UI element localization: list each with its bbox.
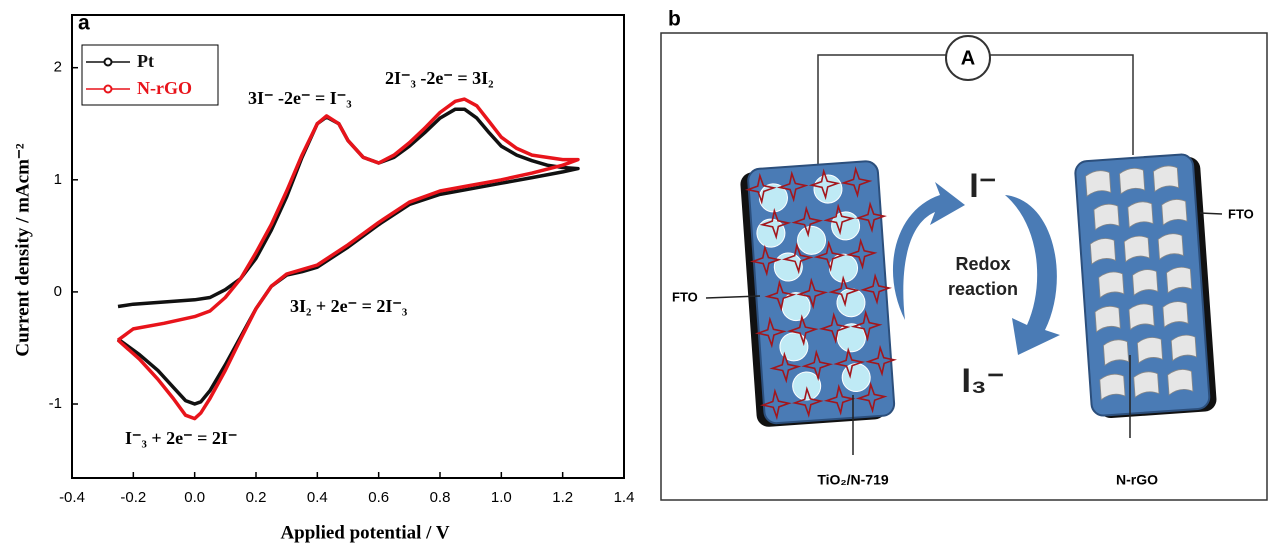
annotation: 2I⁻₃ -2e⁻ = 3I₂ <box>385 68 494 88</box>
figure: a Applied potential / V Current density … <box>0 0 1276 547</box>
x-tick-label: 1.4 <box>614 489 635 506</box>
fto-label: FTO <box>672 289 698 304</box>
photoanode-label: TiO₂/N-719 <box>817 472 889 488</box>
panel-label: b <box>668 8 681 31</box>
fto-label: FTO <box>1228 206 1254 221</box>
x-tick-label: 0.0 <box>184 489 205 506</box>
wire <box>818 55 946 170</box>
y-axis-label: Current density / mAcm⁻² <box>12 143 33 357</box>
counter-label: N-rGO <box>1116 472 1158 488</box>
cv-curve <box>118 99 578 419</box>
annotation: 3I₂ + 2e⁻ = 2I⁻₃ <box>290 296 408 316</box>
arrow <box>1005 195 1060 355</box>
x-tick-label: 0.4 <box>307 489 328 506</box>
x-tick-label: -0.4 <box>59 489 85 506</box>
annotation: I⁻₃ + 2e⁻ = 2I⁻ <box>125 428 237 448</box>
x-tick-label: 1.2 <box>552 489 573 506</box>
y-tick-label: -1 <box>49 395 62 412</box>
y-tick-label: 1 <box>54 171 62 188</box>
cv-curve <box>118 109 578 404</box>
redox-label: reaction <box>948 279 1018 299</box>
legend-marker <box>105 59 112 66</box>
y-tick-label: 0 <box>54 283 62 300</box>
x-tick-label: -0.2 <box>120 489 146 506</box>
legend-marker <box>105 86 112 93</box>
ion-label: I⁻ <box>969 167 996 205</box>
x-tick-label: 0.8 <box>430 489 451 506</box>
x-tick-label: 0.6 <box>368 489 389 506</box>
x-tick-label: 0.2 <box>246 489 267 506</box>
ammeter-label: A <box>961 47 975 69</box>
photoanode <box>739 160 898 427</box>
wire <box>990 55 1133 155</box>
y-tick-label: 2 <box>54 59 62 76</box>
counter-electrode <box>1075 153 1218 419</box>
redox-label: Redox <box>955 254 1010 274</box>
legend-label: Pt <box>137 51 154 71</box>
annotation: 3I⁻ -2e⁻ = I⁻₃ <box>248 88 352 108</box>
ion-label: I₃⁻ <box>961 362 1004 400</box>
arrow <box>893 182 965 320</box>
legend-label: N-rGO <box>137 78 192 98</box>
x-tick-label: 1.0 <box>491 489 512 506</box>
pointer <box>1200 213 1222 214</box>
x-axis-label: Applied potential / V <box>280 522 449 543</box>
